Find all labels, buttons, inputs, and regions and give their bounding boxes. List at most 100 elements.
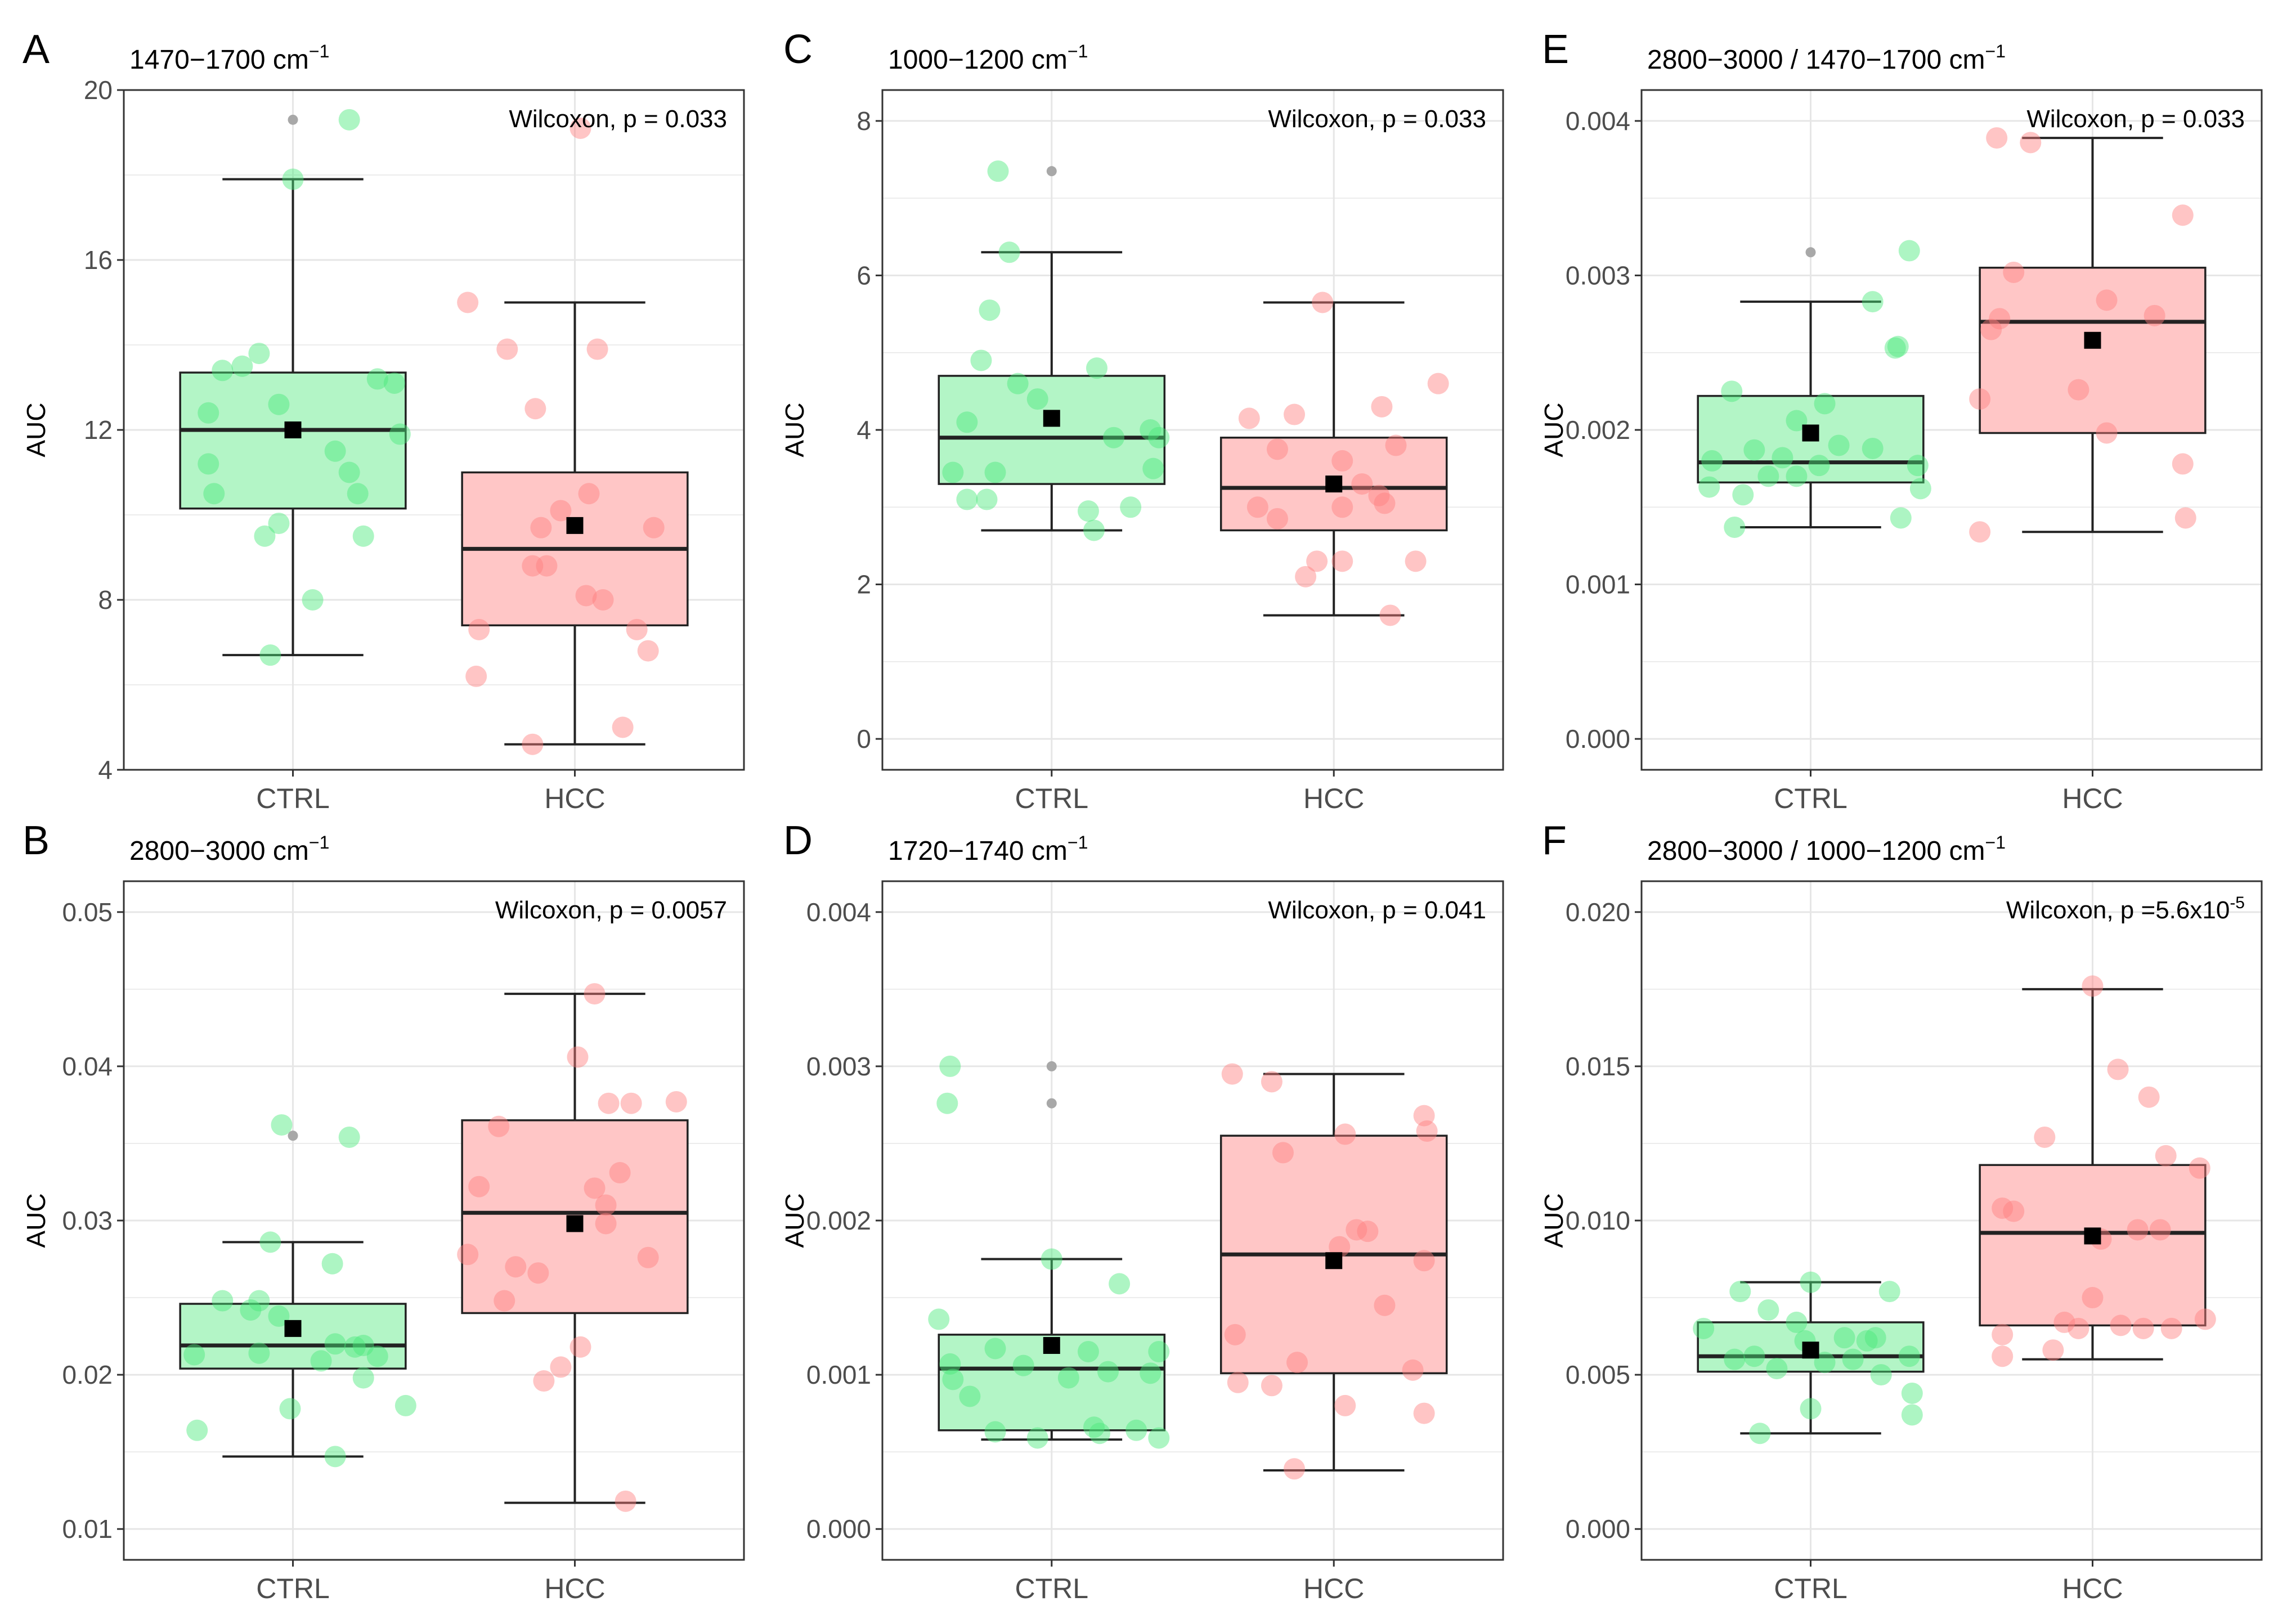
ctrl-point xyxy=(324,1333,346,1355)
ctrl-point xyxy=(1057,1367,1079,1389)
ctrl-mean-marker xyxy=(284,421,302,438)
ctrl-point xyxy=(1724,1348,1746,1370)
ctrl-point xyxy=(282,168,304,190)
hcc-point xyxy=(1427,373,1449,394)
ctrl-point xyxy=(1833,1327,1855,1349)
y-tick-label: 0.020 xyxy=(1566,898,1630,927)
hcc-point xyxy=(1331,450,1353,472)
panel-title: 1000−1200 cm−1 xyxy=(888,41,1088,75)
hcc-point xyxy=(524,398,546,420)
hcc-point xyxy=(1221,1063,1243,1085)
ctrl-point xyxy=(1757,465,1779,487)
hcc-point xyxy=(595,1213,617,1235)
y-axis-label: AUC xyxy=(1539,402,1568,457)
hcc-point xyxy=(609,1162,631,1184)
hcc-point xyxy=(2172,204,2194,226)
ctrl-mean-marker xyxy=(1043,1337,1060,1354)
panel-title-text: 2800−3000 cm xyxy=(129,836,309,866)
hcc-point xyxy=(2096,289,2118,311)
panel-title: 1720−1740 cm−1 xyxy=(888,832,1088,866)
panel-title: 2800−3000 / 1470−1700 cm−1 xyxy=(1647,41,2006,75)
panel-letter: F xyxy=(1542,818,1567,863)
hcc-point xyxy=(1992,1324,2014,1345)
hcc-point xyxy=(488,1115,510,1137)
hcc-point xyxy=(536,555,558,577)
hcc-point xyxy=(550,1356,572,1378)
hcc-point xyxy=(2068,379,2089,401)
ctrl-point xyxy=(1732,484,1754,506)
hcc-point xyxy=(1379,604,1401,626)
ctrl-point xyxy=(1842,1348,1864,1370)
ctrl-point xyxy=(254,525,276,547)
hcc-point xyxy=(1969,521,1991,543)
ctrl-point xyxy=(344,1336,366,1358)
ctrl-point xyxy=(1901,1382,1923,1404)
wilcoxon-annotation: Wilcoxon, p = 0.033 xyxy=(509,105,727,133)
ctrl-point xyxy=(183,1344,205,1366)
y-tick-label: 0.000 xyxy=(1566,724,1630,753)
ctrl-point xyxy=(1007,373,1029,394)
hcc-mean-marker xyxy=(566,517,584,534)
hcc-point xyxy=(468,618,490,640)
hcc-point xyxy=(550,500,572,522)
hcc-point xyxy=(612,716,634,738)
hcc-point xyxy=(595,1194,617,1216)
x-tick-label: HCC xyxy=(1303,1573,1364,1604)
hcc-point xyxy=(2110,1315,2132,1336)
hcc-box xyxy=(1979,1164,2207,1327)
ctrl-point xyxy=(1864,1327,1886,1349)
y-tick-label: 0 xyxy=(857,724,871,753)
hcc-point xyxy=(2107,1058,2129,1080)
wilcoxon-annotation: Wilcoxon, p = 0.033 xyxy=(2026,105,2245,133)
hcc-point xyxy=(570,117,591,139)
y-tick-label: 4 xyxy=(98,755,113,784)
hcc-point xyxy=(496,338,518,360)
panel-title-superscript: −1 xyxy=(1068,41,1088,61)
hcc-point xyxy=(522,555,544,577)
ctrl-point xyxy=(198,453,219,475)
ctrl-point xyxy=(1721,380,1743,402)
hcc-mean-marker xyxy=(1325,475,1343,493)
ctrl-point xyxy=(1701,450,1723,472)
ctrl-point xyxy=(259,644,281,666)
hcc-point xyxy=(1284,403,1306,425)
hcc-point xyxy=(1980,318,2002,340)
ctrl-point xyxy=(259,1231,281,1253)
hcc-point xyxy=(1416,1120,1438,1142)
hcc-point xyxy=(615,1490,636,1512)
y-tick-label: 0.004 xyxy=(1566,106,1630,136)
ctrl-point xyxy=(959,1385,981,1407)
hcc-point xyxy=(1272,1142,1294,1164)
ctrl-point xyxy=(268,1305,290,1327)
y-axis-label: AUC xyxy=(1539,1193,1568,1248)
panel-title-text: 1470−1700 cm xyxy=(129,45,309,75)
ctrl-point xyxy=(1142,457,1164,479)
ctrl-point xyxy=(212,360,234,382)
panel-title: 2800−3000 / 1000−1200 cm−1 xyxy=(1647,832,2006,866)
ctrl-point xyxy=(939,1353,961,1375)
ctrl-point xyxy=(998,241,1020,263)
hcc-point xyxy=(1989,308,2011,330)
y-tick-label: 2 xyxy=(857,570,871,599)
ctrl-point xyxy=(1828,434,1850,456)
ctrl-point xyxy=(1814,393,1836,415)
hcc-point xyxy=(530,517,552,539)
ctrl-point xyxy=(1786,410,1808,432)
panel-letter: E xyxy=(1542,27,1569,72)
ctrl-point xyxy=(1898,1345,1920,1367)
ctrl-point xyxy=(928,1308,950,1330)
hcc-point xyxy=(1402,1359,1424,1381)
hcc-point xyxy=(533,1370,555,1392)
wilcoxon-annotation: Wilcoxon, p = 0.033 xyxy=(1268,105,1486,133)
hcc-point xyxy=(2149,1219,2171,1241)
y-tick-label: 20 xyxy=(84,75,113,105)
hcc-mean-marker xyxy=(2084,331,2101,349)
y-axis-label: AUC xyxy=(21,402,51,457)
ctrl-point xyxy=(976,488,998,510)
hcc-point xyxy=(2034,1126,2056,1148)
hcc-point xyxy=(1224,1324,1246,1345)
hcc-point xyxy=(1413,1402,1435,1424)
hcc-point xyxy=(527,1262,549,1284)
x-tick-label: HCC xyxy=(544,1573,605,1604)
ctrl-point xyxy=(186,1419,208,1441)
